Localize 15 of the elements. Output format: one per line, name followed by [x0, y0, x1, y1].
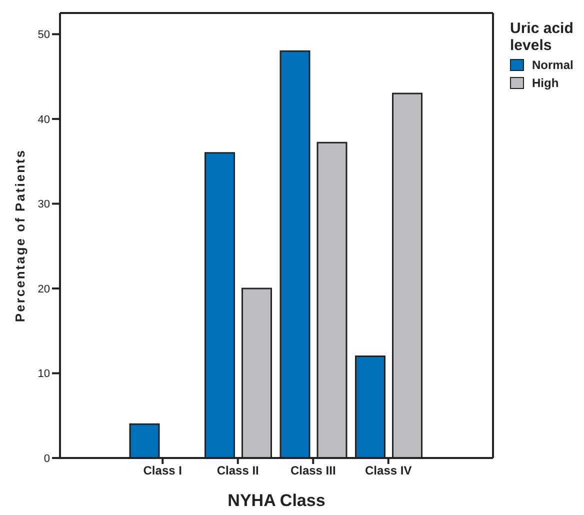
legend-label: High: [531, 76, 560, 90]
y-tick-label: 0: [44, 452, 50, 465]
legend-title: Uric acid levels: [510, 20, 574, 54]
x-tick-label: Class I: [143, 464, 182, 478]
y-tick-label: 20: [38, 283, 50, 296]
y-axis-title: Percentage of Patients: [12, 148, 28, 322]
legend-label: Normal: [531, 58, 574, 72]
y-tick-label: 10: [38, 368, 50, 380]
y-tick-label: 50: [38, 29, 50, 42]
y-tick-label: 40: [38, 114, 50, 126]
x-tick-label: Class IV: [365, 464, 412, 478]
x-tick-label: Class II: [216, 464, 259, 478]
y-tick-label: 30: [38, 198, 50, 211]
x-axis-title: NYHA Class: [228, 491, 326, 510]
x-tick-label: Class III: [290, 464, 336, 478]
